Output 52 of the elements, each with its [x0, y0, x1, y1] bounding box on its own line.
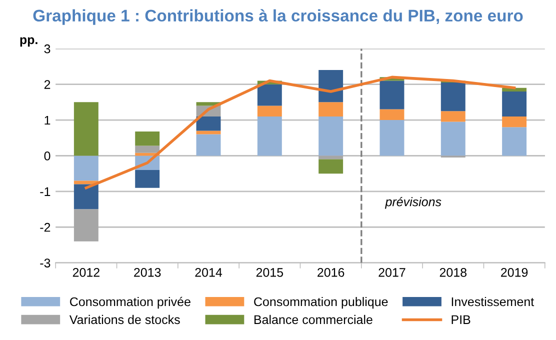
bar [318, 70, 344, 102]
legend-label: PIB [452, 315, 470, 324]
bar [318, 102, 344, 116]
x-tick-label: 2016 [318, 268, 344, 277]
y-tick-label: -2 [40, 222, 50, 232]
bar [196, 130, 221, 134]
chart-title: Graphique 1 : Contributions à la croissance du PIB, zone euro [33, 9, 523, 25]
bar [318, 116, 344, 156]
bar [318, 156, 344, 160]
bar [135, 131, 160, 146]
x-tick-label: 2015 [256, 268, 284, 277]
bar [135, 170, 160, 188]
legend-label: Investissement [452, 296, 534, 306]
legend-label: Balance commerciale [254, 314, 372, 324]
bar [135, 146, 160, 153]
bar [502, 91, 527, 116]
bar [380, 80, 404, 110]
y-tick-label: 1 [44, 116, 50, 125]
bar [257, 116, 282, 156]
y-tick-label: -1 [40, 187, 50, 196]
legend-label: Consommation privée [70, 296, 190, 309]
x-tick-label: 2014 [195, 268, 222, 277]
bar [74, 184, 98, 210]
line-series [84, 76, 516, 190]
ref-line-label: prévisions [384, 196, 442, 209]
bar [380, 120, 404, 156]
x-tick-label: 2012 [72, 268, 100, 277]
bar [74, 156, 98, 181]
bar [440, 111, 466, 122]
y-tick-label: 0 [44, 152, 50, 160]
y-tick-label: 3 [44, 44, 50, 54]
bar [502, 116, 527, 128]
bar [502, 127, 527, 156]
bar [257, 84, 282, 106]
y-axis-title: pp. [20, 37, 38, 47]
bar [440, 122, 466, 156]
x-tick-label: 2013 [134, 268, 161, 277]
bar [196, 134, 221, 156]
x-tick-label: 2019 [501, 268, 528, 277]
bar [440, 82, 466, 112]
legend-label: Variations de stocks [69, 314, 180, 324]
x-tick-label: 2018 [440, 268, 466, 277]
legend-label: Consommation publique [254, 296, 388, 309]
y-tick-label: 2 [44, 80, 50, 89]
bar [74, 102, 98, 156]
bar [74, 209, 98, 242]
bar [380, 109, 404, 120]
bar [257, 106, 282, 116]
y-tick-label: -3 [40, 258, 50, 268]
bar [196, 116, 221, 131]
x-tick-label: 2017 [378, 268, 406, 277]
bar [318, 159, 344, 174]
